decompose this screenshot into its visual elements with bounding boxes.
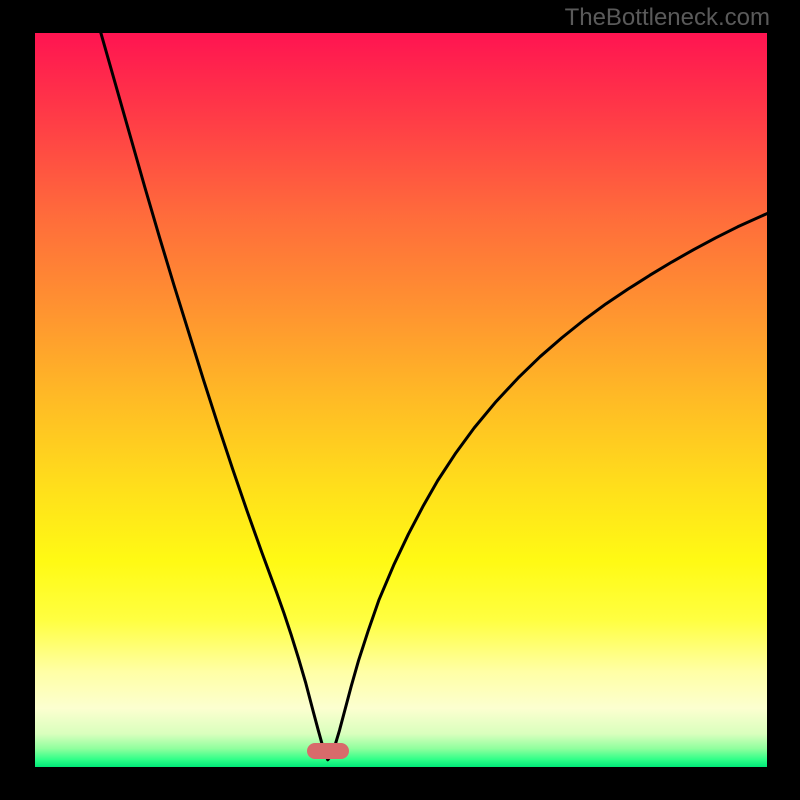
- watermark-text: TheBottleneck.com: [565, 4, 770, 32]
- optimal-marker: [307, 743, 349, 759]
- bottleneck-curve: [35, 33, 767, 767]
- curve-left-branch: [101, 33, 328, 760]
- plot-area: [35, 33, 767, 767]
- chart-container: TheBottleneck.com: [0, 0, 800, 800]
- curve-right-branch: [328, 214, 767, 760]
